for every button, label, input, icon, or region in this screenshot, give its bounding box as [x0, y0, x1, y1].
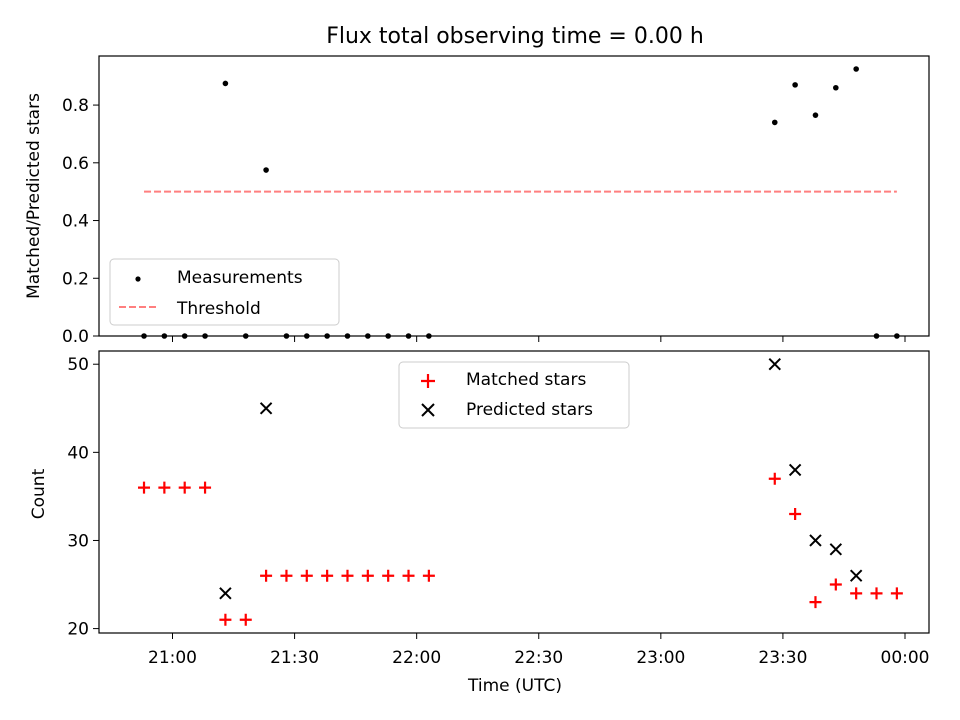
- matched-stars-point: [280, 569, 293, 582]
- ratio-ytick-label: 0.2: [62, 269, 89, 289]
- count-legend-box: [398, 361, 630, 429]
- ratio-axes-frame: [98, 55, 930, 337]
- matched-stars-point: [870, 587, 883, 600]
- count-xtick-label: 22:00: [392, 648, 441, 668]
- measurement-point: [853, 66, 859, 72]
- count-ytick-label: 40: [67, 443, 89, 463]
- count-x-label: Time (UTC): [467, 676, 562, 696]
- count-x-axis: 21:00 21:30 22:00 22:30 23:00 23:30 00:00: [148, 633, 930, 668]
- matched-stars-point: [341, 569, 354, 582]
- predicted-stars-point: [768, 358, 781, 371]
- ratio-y-label: Matched/Predicted stars: [24, 93, 44, 299]
- predicted-stars-point: [809, 534, 822, 547]
- matched-stars-point: [422, 569, 435, 582]
- matched-stars-point: [361, 569, 374, 582]
- predicted-stars-point: [829, 543, 843, 556]
- count-xtick-label: 23:30: [758, 648, 807, 668]
- legend-matched-marker: [421, 374, 435, 388]
- matched-stars-point: [219, 613, 232, 626]
- count-ytick-label: 30: [67, 531, 89, 551]
- matched-stars-point: [850, 587, 863, 600]
- matched-stars-point: [300, 569, 313, 582]
- measurement-point: [812, 112, 819, 118]
- ratio-legend-box: [109, 258, 340, 326]
- matched-stars-point: [809, 596, 822, 609]
- legend-matched-label: Matched stars: [466, 370, 586, 390]
- matched-stars-point: [829, 578, 842, 591]
- measurement-point: [833, 84, 839, 91]
- matched-stars-point: [138, 481, 151, 494]
- legend-threshold-label: Threshold: [176, 299, 261, 319]
- matched-stars-point: [402, 569, 415, 582]
- matched-stars-point: [239, 613, 252, 626]
- matched-stars-point: [158, 481, 171, 494]
- legend-predicted-marker: [421, 403, 435, 417]
- count-legend: Matched stars Predicted stars: [398, 361, 630, 429]
- count-plot-area: [138, 358, 903, 626]
- predicted-stars-point: [788, 463, 802, 477]
- ratio-y-axis: 0.0 0.2 0.4 0.6 0.8: [62, 96, 99, 347]
- ratio-ytick-label: 0.0: [62, 327, 89, 347]
- count-ytick-label: 50: [67, 355, 89, 375]
- matched-stars-point: [199, 481, 212, 494]
- predicted-stars-point: [259, 402, 273, 415]
- legend-measurements-label: Measurements: [177, 268, 303, 288]
- ratio-panel: 0.00.20.40.60.8 Matched/Predicted stars …: [24, 55, 930, 347]
- count-axes-frame: [98, 350, 930, 634]
- count-y-axis: 20 30 40 50: [67, 355, 99, 640]
- count-xtick-label: 21:30: [270, 648, 319, 668]
- legend-predicted-label: Predicted stars: [466, 400, 593, 420]
- count-xtick-label: 23:00: [636, 648, 685, 668]
- chart-title: Flux total observing time = 0.00 h: [326, 24, 704, 49]
- matched-stars-point: [178, 481, 191, 494]
- ratio-ytick-label: 0.4: [62, 212, 89, 232]
- matched-stars-point: [789, 508, 802, 521]
- count-panel: 20 30 40 50 21:00 21:30 22:00 22:30 23:00 23:30 0…: [29, 350, 930, 696]
- count-xtick-label: 00:00: [881, 648, 930, 668]
- measurement-point: [222, 80, 229, 87]
- matched-stars-point: [382, 569, 395, 582]
- predicted-stars-point: [849, 569, 863, 582]
- matched-stars-point: [890, 587, 903, 600]
- count-xtick-label: 21:00: [148, 648, 197, 668]
- predicted-stars-point: [219, 587, 232, 600]
- count-xtick-label: 22:30: [514, 648, 563, 668]
- measurement-point: [771, 119, 778, 126]
- ratio-x-axis: [172, 336, 906, 342]
- count-ytick-label: 20: [67, 620, 89, 640]
- measurement-point: [792, 82, 798, 88]
- matched-stars-point: [260, 569, 273, 582]
- matched-stars-point: [321, 569, 334, 582]
- ratio-ytick-label: 0.8: [62, 96, 89, 116]
- measurement-point: [263, 167, 269, 173]
- count-y-label: Count: [29, 468, 49, 519]
- matched-stars-point: [768, 472, 781, 485]
- ratio-ytick-label: 0.6: [62, 154, 89, 174]
- legend-measurements-marker: [135, 276, 141, 282]
- ratio-legend: Measurements Threshold: [109, 258, 340, 326]
